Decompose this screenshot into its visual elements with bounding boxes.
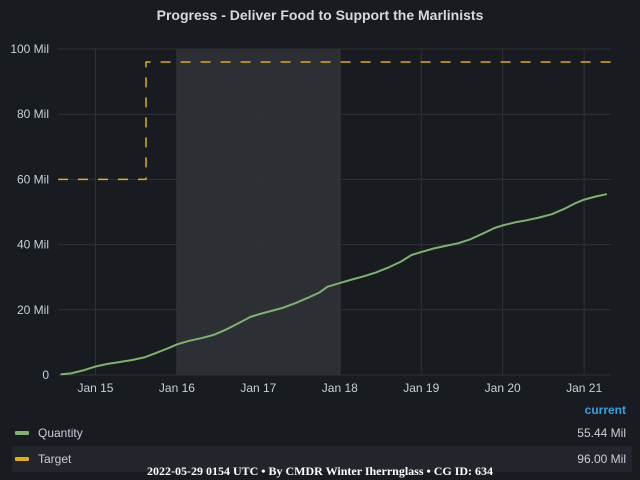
y-tick-label: 60 Mil [17, 172, 49, 186]
footer-caption: 2022-05-29 0154 UTC • By CMDR Winter Ihe… [146, 464, 494, 478]
legend-label-quantity: Quantity [38, 426, 83, 440]
legend: current Quantity 55.44 Mil Target 96.00 … [12, 400, 632, 472]
progress-chart: 0 20 Mil 40 Mil 60 Mil 80 Mil 100 Mil Jan 15 Ja… [10, 42, 611, 395]
legend-item-quantity[interactable]: Quantity 55.44 Mil [12, 420, 632, 446]
series-line-target [58, 61, 611, 181]
legend-swatch-target [15, 457, 29, 461]
legend-header-current[interactable]: current [584, 403, 626, 417]
y-tick-label: 20 Mil [17, 303, 49, 317]
series-line-quantity [60, 193, 608, 376]
y-tick-label: 100 Mil [10, 42, 49, 56]
legend-value-quantity: 55.44 Mil [577, 426, 626, 440]
x-tick-label: Jan 17 [240, 381, 276, 395]
x-tick-label: Jan 19 [403, 381, 439, 395]
legend-item-target[interactable]: Target 96.00 Mil [12, 446, 632, 472]
legend-swatch-quantity [15, 431, 29, 435]
x-tick-label: Jan 15 [77, 381, 113, 395]
y-tick-label: 80 Mil [17, 107, 49, 121]
y-tick-label: 40 Mil [17, 238, 49, 252]
chart-title: Progress - Deliver Food to Support the M… [156, 7, 484, 23]
x-tick-label: Jan 21 [566, 381, 602, 395]
x-tick-label: Jan 20 [485, 381, 521, 395]
x-tick-label: Jan 16 [159, 381, 195, 395]
y-tick-label: 0 [42, 368, 49, 382]
legend-label-target: Target [38, 452, 72, 466]
legend-value-target: 96.00 Mil [577, 452, 626, 466]
x-tick-label: Jan 18 [322, 381, 358, 395]
